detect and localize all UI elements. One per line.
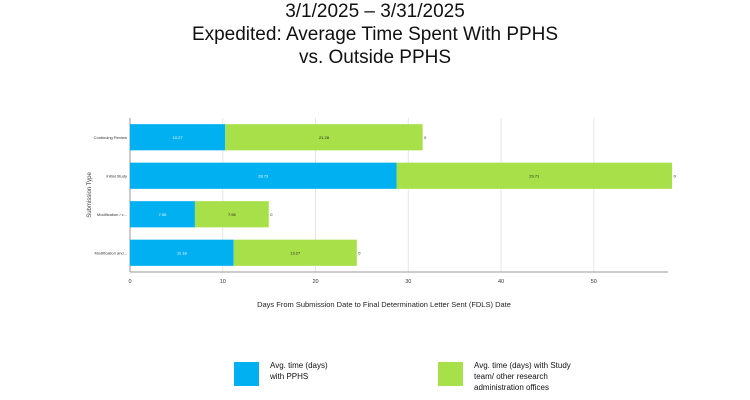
legend-item-pphs: Avg. time (days) with PPHS — [234, 358, 394, 388]
legend-label-pphs: Avg. time (days) with PPHS — [270, 361, 328, 381]
x-tick-label: 20 — [312, 279, 318, 285]
bar-pphs — [130, 124, 226, 151]
x-tick-label: 40 — [498, 279, 504, 285]
data-label-outside: 21.28 — [319, 135, 330, 140]
bar-pphs — [130, 239, 234, 266]
total-label: 0 — [358, 250, 361, 255]
title-main: Expedited: Average Time Spent With PPHS — [191, 24, 559, 45]
legend-swatch-outside — [438, 362, 463, 386]
data-label-pphs: 28.73 — [258, 173, 269, 178]
total-label: 0 — [674, 173, 677, 178]
title-date-range: 3/1/2025 – 3/31/2025 — [285, 1, 465, 22]
y-axis-title: Submission Type — [87, 172, 93, 218]
legend-swatch-pphs — [234, 362, 259, 386]
x-tick-label: 0 — [128, 279, 131, 285]
x-tick-label: 30 — [405, 279, 411, 285]
bar-outside — [194, 201, 269, 228]
data-label-pphs: 11.18 — [177, 250, 187, 255]
data-label-pphs: 7.00 — [159, 212, 168, 217]
bar-pphs — [130, 201, 195, 228]
total-label: 0 — [424, 135, 427, 140]
category-label: Continuing Review — [94, 135, 127, 140]
total-label: 0 — [270, 212, 273, 217]
x-tick-label: 50 — [591, 279, 597, 285]
data-label-outside: 7.96 — [228, 212, 237, 217]
data-label-outside: 13.27 — [290, 250, 301, 255]
bar-pphs — [130, 162, 397, 189]
data-label-outside: 29.71 — [529, 173, 540, 178]
title-subtitle: vs. Outside PPHS — [298, 47, 452, 68]
x-axis-title: Days From Submission Date to Final Deter… — [257, 300, 511, 309]
category-label: Initial Study — [106, 173, 127, 178]
bar-outside — [396, 162, 673, 189]
category-label: Modification and... — [95, 250, 127, 255]
category-label: Modification / c... — [97, 212, 127, 217]
bar-outside — [225, 124, 423, 151]
x-tick-label: 10 — [220, 279, 226, 285]
chart-title: 3/1/2025 – 3/31/2025 Expedited: Average … — [0, 0, 750, 69]
legend-item-outside: Avg. time (days) with Study team/ other … — [438, 358, 638, 392]
data-label-pphs: 10.27 — [173, 135, 184, 140]
legend-label-outside: Avg. time (days) with Study team/ other … — [474, 361, 571, 392]
bar-outside — [233, 239, 357, 266]
